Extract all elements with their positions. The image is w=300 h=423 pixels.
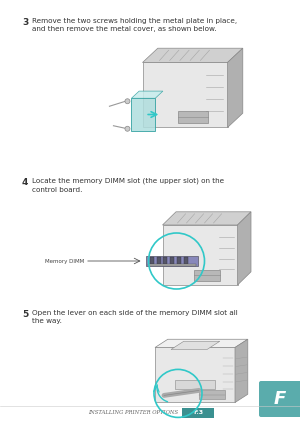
Text: Remove the two screws holding the metal plate in place,
and then remove the meta: Remove the two screws holding the metal … [32, 18, 237, 33]
Bar [170, 258, 174, 264]
Text: 5: 5 [22, 310, 28, 319]
FancyBboxPatch shape [182, 408, 214, 418]
Bar [184, 258, 188, 264]
Polygon shape [131, 98, 155, 131]
Bar [148, 264, 196, 266]
Polygon shape [163, 225, 238, 285]
Bar [157, 258, 160, 264]
Polygon shape [142, 63, 227, 127]
Text: Locate the memory DIMM slot (the upper slot) on the
control board.: Locate the memory DIMM slot (the upper s… [32, 178, 224, 193]
Circle shape [125, 99, 130, 104]
Polygon shape [131, 91, 163, 98]
Bar [194, 270, 220, 281]
Polygon shape [155, 348, 235, 403]
Bar [178, 111, 208, 123]
Text: Memory DIMM: Memory DIMM [45, 258, 84, 264]
Bar [199, 390, 225, 398]
Polygon shape [235, 339, 248, 403]
Text: F: F [274, 390, 286, 408]
Circle shape [125, 126, 130, 131]
Polygon shape [142, 48, 243, 63]
Polygon shape [163, 212, 251, 225]
Bar [177, 258, 181, 264]
Text: Open the lever on each side of the memory DIMM slot all
the way.: Open the lever on each side of the memor… [32, 310, 238, 324]
Bar [163, 258, 167, 264]
Text: F.3: F.3 [193, 410, 203, 415]
Text: 3: 3 [22, 18, 28, 27]
FancyBboxPatch shape [259, 381, 300, 417]
Text: 4: 4 [22, 178, 28, 187]
Polygon shape [171, 341, 220, 349]
Text: INSTALLING PRINTER OPTIONS: INSTALLING PRINTER OPTIONS [88, 410, 178, 415]
Polygon shape [238, 212, 251, 285]
Bar [175, 381, 215, 389]
Polygon shape [155, 339, 248, 348]
Bar [150, 258, 154, 264]
Polygon shape [227, 48, 243, 127]
Bar [146, 256, 197, 266]
